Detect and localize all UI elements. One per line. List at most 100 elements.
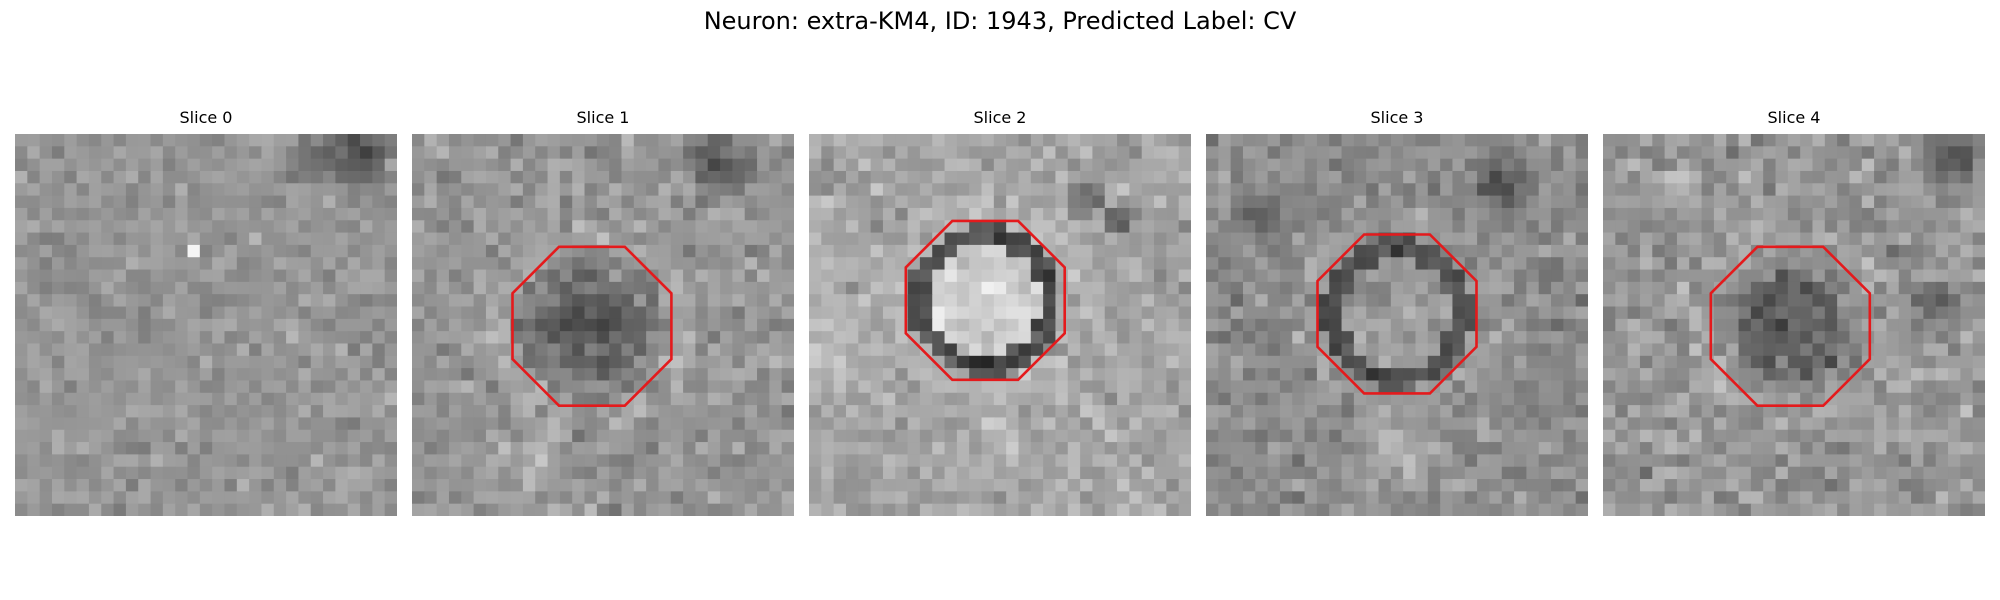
image-pixel [335,269,349,283]
image-pixel [1775,269,1789,283]
image-pixel [372,503,386,516]
image-pixel [27,244,41,258]
image-pixel [27,269,41,283]
image-pixel [1538,368,1552,382]
image-pixel [323,195,336,209]
image-pixel [1615,392,1629,406]
image-pixel [384,220,397,234]
image-pixel [1898,355,1912,369]
image-pixel [1267,134,1281,147]
image-pixel [547,269,561,283]
image-pixel [1726,392,1740,406]
image-pixel [1948,343,1961,357]
image-pixel [781,503,794,516]
image-pixel [76,294,90,308]
image-pixel [1603,355,1616,369]
image-pixel [1329,318,1343,332]
image-pixel [695,318,709,332]
image-pixel [138,281,152,295]
image-pixel [498,195,512,209]
image-pixel [1689,146,1703,160]
image-pixel [1652,294,1666,308]
image-pixel [310,146,324,160]
image-pixel [1353,294,1367,308]
image-pixel [1603,343,1616,357]
image-pixel [162,257,176,271]
image-pixel [125,392,139,406]
image-pixel [1652,195,1666,209]
image-pixel [1316,491,1330,505]
image-pixel [286,479,300,492]
image-pixel [821,207,835,221]
image-pixel [572,158,586,172]
image-pixel [707,257,721,271]
image-pixel [461,491,475,505]
image-pixel [473,355,487,369]
image-pixel [1526,355,1540,369]
image-pixel [1800,244,1814,258]
image-pixel [845,207,859,221]
image-pixel [1538,232,1552,246]
image-pixel [584,158,598,172]
image-pixel [1427,380,1441,394]
image-pixel [609,294,623,308]
image-pixel [572,392,586,406]
image-pixel [981,244,995,258]
image-pixel [633,442,647,455]
image-pixel [1849,417,1863,431]
image-pixel [845,466,859,480]
image-pixel [424,466,438,480]
image-pixel [1603,158,1616,172]
image-pixel [286,146,300,160]
image-pixel [1538,479,1552,492]
image-pixel [1652,392,1666,406]
image-pixel [273,232,287,246]
image-pixel [858,257,872,271]
image-pixel [1501,454,1515,468]
image-pixel [1477,220,1491,234]
image-pixel [125,368,139,382]
image-pixel [101,257,115,271]
image-pixel [1652,158,1666,172]
image-pixel [1218,306,1232,320]
image-pixel [101,417,115,431]
image-pixel [907,355,921,369]
image-pixel [1551,503,1564,516]
image-pixel [1092,318,1106,332]
image-pixel [448,454,462,468]
image-pixel [1117,220,1130,234]
image-pixel [51,417,65,431]
image-pixel [895,405,909,419]
image-pixel [646,318,660,332]
image-pixel [1279,442,1293,455]
image-pixel [360,417,373,431]
image-pixel [1067,195,1081,209]
image-pixel [1477,503,1491,516]
image-pixel [310,134,324,147]
image-pixel [412,195,425,209]
image-pixel [1427,429,1441,443]
image-pixel [448,294,462,308]
image-pixel [1329,466,1343,480]
image-pixel [1218,257,1232,271]
image-pixel [1972,281,1985,295]
image-pixel [1230,232,1244,246]
image-pixel [1787,318,1801,332]
image-pixel [584,429,598,443]
image-pixel [1812,244,1826,258]
image-pixel [1218,207,1232,221]
image-pixel [1849,405,1863,419]
image-pixel [535,405,549,419]
image-pixel [15,429,28,443]
image-pixel [1652,170,1666,184]
image-pixel [1960,380,1974,394]
image-pixel [1178,368,1191,382]
image-pixel [1378,491,1392,505]
image-pixel [27,220,41,234]
image-pixel [1837,220,1851,234]
image-pixel [1043,429,1057,443]
image-pixel [101,442,115,455]
image-pixel [323,429,336,443]
image-pixel [310,503,324,516]
image-pixel [1452,405,1466,419]
